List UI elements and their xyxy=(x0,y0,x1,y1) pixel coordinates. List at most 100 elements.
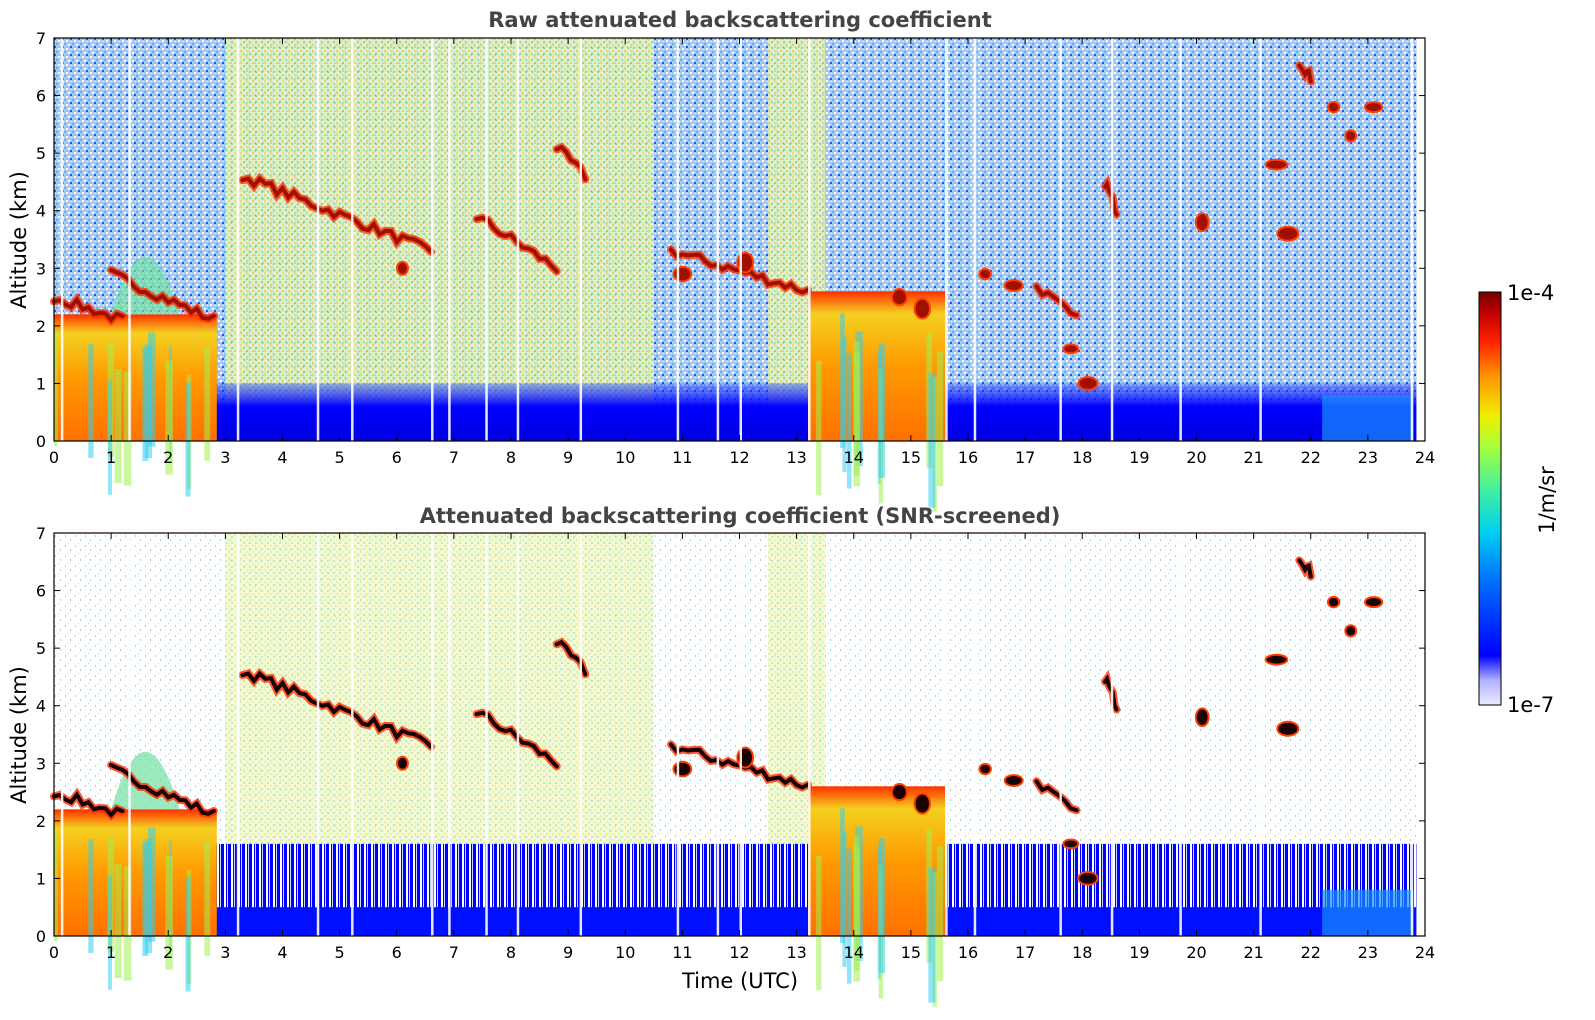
precipitation-streak xyxy=(816,360,822,496)
x-tick-label: 0 xyxy=(49,448,59,467)
aerosol-patch xyxy=(1322,889,1414,936)
data-gap-line xyxy=(739,533,742,936)
data-gap-line xyxy=(1110,533,1114,936)
x-tick-label: 2 xyxy=(163,448,173,467)
x-tick-label: 19 xyxy=(1129,448,1149,467)
cloud-fragment xyxy=(1003,774,1024,788)
precipitation-streak xyxy=(936,846,944,982)
x-tick-label: 6 xyxy=(392,943,402,962)
precipitation-streak xyxy=(853,846,861,982)
cloud-layer xyxy=(240,175,433,254)
bottom-panel-heatmap xyxy=(50,533,1426,1007)
cloud-fragment xyxy=(913,792,932,815)
data-gap-line xyxy=(973,533,977,936)
x-tick-label: 6 xyxy=(392,448,402,467)
cloud-fragment xyxy=(1326,100,1341,114)
x-tick-label: 10 xyxy=(615,943,635,962)
x-tick-label: 8 xyxy=(506,943,516,962)
x-tick-label: 3 xyxy=(220,943,230,962)
data-gap-line xyxy=(579,38,583,441)
top-panel-title: Raw attenuated backscattering coefficien… xyxy=(488,8,992,32)
x-tick-label: 20 xyxy=(1186,448,1206,467)
cloud-fragment xyxy=(1194,707,1210,728)
cloud-fragment xyxy=(1077,871,1099,886)
data-gap-line xyxy=(973,38,977,441)
x-tick-label: 7 xyxy=(449,448,459,467)
x-tick-label: 20 xyxy=(1186,943,1206,962)
data-gap-line xyxy=(516,533,520,936)
precipitation-streak xyxy=(846,848,852,984)
x-tick-label: 11 xyxy=(672,448,692,467)
y-tick-label: 7 xyxy=(36,524,46,543)
y-tick-label: 3 xyxy=(36,754,46,773)
x-axis-label: Time (UTC) xyxy=(681,969,798,993)
y-tick-label: 0 xyxy=(36,927,46,946)
x-tick-label: 22 xyxy=(1301,943,1321,962)
data-gap-line xyxy=(351,38,354,441)
x-tick-label: 0 xyxy=(49,943,59,962)
precipitation-streak xyxy=(123,866,132,981)
x-tick-label: 21 xyxy=(1243,943,1263,962)
top-panel-plot: 0 1 2 3 4 5 6 7 8 9 10 11 12 13 14 15 16 17 18 19 20 21 22 23 24… xyxy=(36,29,1435,512)
cloud-fragment xyxy=(1363,596,1384,609)
x-tick-label: 17 xyxy=(1015,448,1035,467)
bottom-panel-ticks: 0 1 2 3 4 5 6 7 8 9 10 11 12 13 14 15 16 17 18 19 20 21 22 23 24… xyxy=(36,524,1435,962)
colorbar-gradient xyxy=(1478,291,1502,706)
precipitation-streak xyxy=(165,855,173,970)
x-tick-label: 1 xyxy=(106,448,116,467)
data-gap-line xyxy=(1059,533,1062,936)
cloud-layer xyxy=(1103,179,1119,217)
y-tick-label: 1 xyxy=(36,374,46,393)
precipitation-streak xyxy=(123,371,132,486)
bottom-panel-y-axis-label: Altitude (km) xyxy=(7,666,31,804)
x-tick-label: 24 xyxy=(1415,448,1435,467)
y-tick-label: 0 xyxy=(36,432,46,451)
data-gap-line xyxy=(716,38,720,441)
colorbar: 1e-4 1e-7 1/m/sr xyxy=(1478,281,1559,717)
cloud-layer xyxy=(52,790,125,819)
x-tick-label: 4 xyxy=(277,448,287,467)
data-gap-line xyxy=(1110,38,1114,441)
cloud-layer xyxy=(474,215,559,274)
x-tick-label: 21 xyxy=(1243,448,1263,467)
precipitation-streak xyxy=(878,838,885,974)
x-tick-label: 12 xyxy=(729,943,749,962)
precipitation-streak xyxy=(165,360,173,475)
y-tick-label: 5 xyxy=(36,639,46,658)
aerosol-patch xyxy=(1322,394,1414,441)
cloud-fragment xyxy=(1003,279,1024,293)
data-gap-line xyxy=(1179,38,1182,441)
cloud-fragment xyxy=(890,288,908,307)
bottom-panel-title: Attenuated backscattering coefficient (S… xyxy=(420,504,1061,528)
precipitation-streak xyxy=(840,313,845,448)
cloud-fragment xyxy=(978,762,992,776)
precipitation-streak xyxy=(185,382,191,497)
y-tick-label: 5 xyxy=(36,144,46,163)
precipitation-streak xyxy=(840,808,845,943)
x-tick-label: 5 xyxy=(335,448,345,467)
precipitation-streak xyxy=(204,346,211,461)
top-panel-ticks: 0 1 2 3 4 5 6 7 8 9 10 11 12 13 14 15 16 17 18 19 20 21 22 23 24… xyxy=(36,29,1435,467)
precipitation-column xyxy=(54,809,217,936)
precipitation-streak xyxy=(816,855,822,991)
x-tick-label: 5 xyxy=(335,943,345,962)
data-gap-line xyxy=(448,38,451,441)
data-gap-line xyxy=(1410,533,1414,936)
data-gap-line xyxy=(716,533,720,936)
data-gap-line xyxy=(316,38,320,441)
precipitation-streak xyxy=(204,841,211,956)
x-tick-label: 2 xyxy=(163,943,173,962)
precipitation-streak xyxy=(878,343,885,479)
x-tick-label: 4 xyxy=(277,943,287,962)
y-tick-label: 4 xyxy=(36,697,46,716)
precipitation-streak xyxy=(108,875,112,990)
x-tick-label: 17 xyxy=(1015,943,1035,962)
x-tick-label: 13 xyxy=(786,448,806,467)
cloud-layer xyxy=(52,295,125,324)
data-gap-line xyxy=(431,38,434,441)
precipitation-streak xyxy=(54,827,58,942)
precipitation-streak xyxy=(108,380,112,495)
data-gap-line xyxy=(808,38,811,441)
precipitation-streak xyxy=(842,832,847,967)
